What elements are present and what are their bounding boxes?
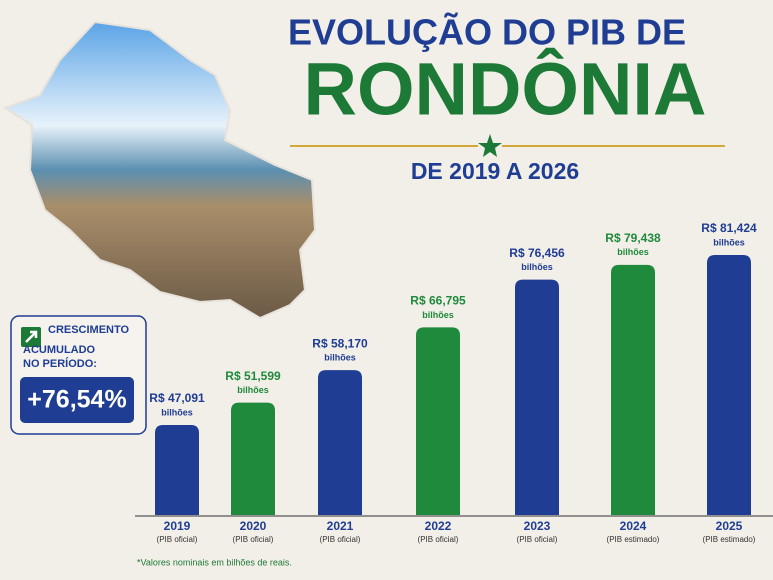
x-tick-label: 2020 [240,519,267,533]
value-label: R$ 66,795 [410,294,466,308]
map-illustration [2,20,317,320]
value-unit: bilhões [237,385,269,395]
value-label: R$ 79,438 [605,231,661,245]
x-tick-label: 2023 [524,519,551,533]
growth-caption: CRESCIMENTO [48,324,130,336]
x-tick-note: (PIB oficial) [157,535,198,544]
x-tick-note: (PIB oficial) [517,535,558,544]
x-tick-label: 2024 [620,519,647,533]
bar [707,255,751,515]
subtitle: DE 2019 A 2026 [411,158,579,184]
growth-caption: NO PERÍODO: [23,357,97,370]
x-tick-note: (PIB estimado) [703,535,756,544]
value-label: R$ 81,424 [701,221,757,235]
value-unit: bilhões [324,353,356,363]
bar [611,264,655,515]
growth-value: +76,54% [27,386,126,414]
value-label: R$ 47,091 [149,391,205,405]
growth-value-box [20,377,134,423]
x-tick-label: 2021 [327,519,354,533]
value-label: R$ 58,170 [312,336,368,350]
x-tick-note: (PIB oficial) [418,535,459,544]
star [478,134,502,157]
growth-arrow [25,330,38,343]
growth-caption: ACUMULADO [23,344,96,356]
x-tick-label: 2022 [425,519,452,533]
bar [416,327,460,515]
footnote: *Valores nominais em bilhões de reais. [137,557,292,567]
value-unit: bilhões [617,247,649,257]
title-main: RONDÔNIA [304,48,707,131]
title: EVOLUÇÃO DO PIB DE [288,11,686,53]
bar [318,370,362,515]
value-label: R$ 51,599 [225,369,281,383]
x-tick-note: (PIB estimado) [607,535,660,544]
x-tick-note: (PIB oficial) [233,535,274,544]
value-unit: bilhões [521,262,553,272]
bar [231,402,275,515]
value-unit: bilhões [161,407,193,417]
value-label: R$ 76,456 [509,246,565,260]
value-unit: bilhões [713,237,745,247]
x-tick-note: (PIB oficial) [320,535,361,544]
x-tick-label: 2019 [164,519,191,533]
bar [155,425,199,515]
bar [515,279,559,515]
value-unit: bilhões [422,310,454,320]
x-tick-label: 2025 [716,519,743,533]
